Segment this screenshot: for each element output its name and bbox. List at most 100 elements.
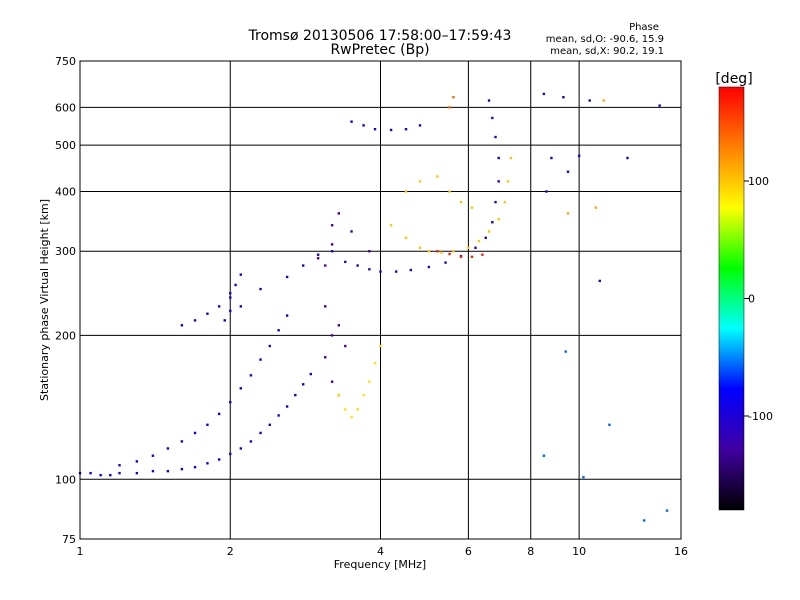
data-point	[223, 319, 226, 322]
data-point	[324, 356, 327, 359]
data-point	[418, 246, 422, 249]
data-point	[350, 415, 353, 419]
data-point	[481, 253, 484, 256]
data-point	[448, 106, 451, 109]
data-point	[193, 319, 197, 322]
data-point	[602, 99, 605, 102]
data-point	[566, 212, 570, 215]
colorbar-tick-label: 0	[748, 293, 755, 306]
data-point	[379, 270, 382, 273]
data-point	[316, 257, 320, 260]
data-point	[368, 250, 371, 253]
data-point	[259, 431, 262, 435]
x-tick-label: 16	[674, 545, 688, 558]
data-point	[180, 440, 184, 443]
data-point	[389, 128, 393, 132]
data-point	[330, 250, 334, 253]
data-point	[285, 275, 289, 279]
data-point	[487, 230, 491, 233]
data-point	[506, 180, 510, 183]
data-point	[665, 509, 669, 512]
y-tick-label: 750	[55, 55, 76, 68]
data-point	[566, 170, 570, 173]
y-axis-label: Stationary phase Virtual Height [km]	[38, 199, 51, 401]
data-point	[409, 268, 412, 272]
x-axis: 1 2 4 6 8 10 16	[77, 545, 689, 558]
data-point	[497, 180, 500, 183]
data-point	[118, 471, 121, 475]
data-point	[356, 264, 359, 267]
data-point	[229, 296, 232, 299]
data-point	[418, 180, 422, 183]
data-point	[193, 431, 197, 435]
data-point	[394, 270, 398, 273]
data-point	[467, 246, 470, 249]
data-point	[503, 200, 507, 204]
data-point	[337, 393, 341, 397]
data-point	[362, 124, 365, 127]
data-point	[474, 246, 477, 249]
data-point	[368, 268, 371, 271]
data-point	[330, 224, 334, 227]
data-point	[239, 387, 243, 390]
data-point	[324, 305, 327, 308]
y-axis: 75 100 200 300 400 500 600 750	[55, 55, 76, 546]
data-point	[229, 400, 232, 404]
data-point	[459, 200, 463, 204]
data-point	[577, 154, 581, 158]
data-point	[277, 414, 280, 417]
x-tick-label: 6	[465, 545, 472, 558]
data-point	[477, 239, 481, 243]
data-point	[509, 156, 513, 160]
data-point	[373, 361, 377, 365]
data-point	[249, 374, 253, 377]
data-point	[166, 447, 170, 450]
data-point	[545, 190, 548, 193]
data-point	[642, 519, 646, 522]
data-point	[368, 380, 371, 383]
data-point	[389, 224, 393, 227]
data-point	[285, 405, 289, 408]
data-point	[344, 344, 347, 348]
data-point	[542, 92, 546, 96]
data-point	[608, 423, 611, 427]
data-point	[234, 283, 237, 287]
data-point	[324, 264, 327, 267]
data-point	[330, 380, 334, 383]
data-point	[301, 383, 305, 386]
x-tick-label: 1	[77, 545, 84, 558]
data-point	[337, 324, 341, 327]
data-point	[658, 104, 661, 107]
chart-subtitle: RwPretec (Bp)	[330, 42, 429, 58]
data-point	[239, 447, 243, 450]
data-point	[452, 250, 455, 253]
data-points	[78, 92, 669, 522]
data-point	[239, 305, 243, 308]
data-point	[301, 264, 305, 267]
data-point	[118, 464, 121, 467]
data-point	[562, 95, 565, 99]
data-point	[193, 465, 197, 469]
data-point	[249, 440, 253, 443]
data-point	[309, 372, 312, 376]
data-point	[229, 292, 232, 295]
data-point	[497, 156, 500, 160]
data-point	[350, 120, 353, 123]
data-point	[448, 252, 451, 256]
phase-info-o: mean, sd,O: -90.6, 15.9	[546, 34, 664, 45]
data-point	[470, 255, 474, 259]
data-point	[470, 206, 474, 209]
data-point	[582, 476, 585, 479]
data-point	[89, 471, 92, 475]
data-point	[135, 471, 139, 475]
data-point	[459, 255, 463, 259]
data-point	[379, 344, 382, 348]
data-point	[217, 458, 221, 461]
y-tick-label: 600	[55, 101, 76, 114]
phase-info-title: Phase	[629, 22, 659, 33]
x-tick-label: 2	[227, 545, 234, 558]
data-point	[427, 265, 431, 269]
data-point	[436, 175, 439, 178]
data-point	[229, 309, 232, 313]
data-point	[180, 467, 184, 471]
